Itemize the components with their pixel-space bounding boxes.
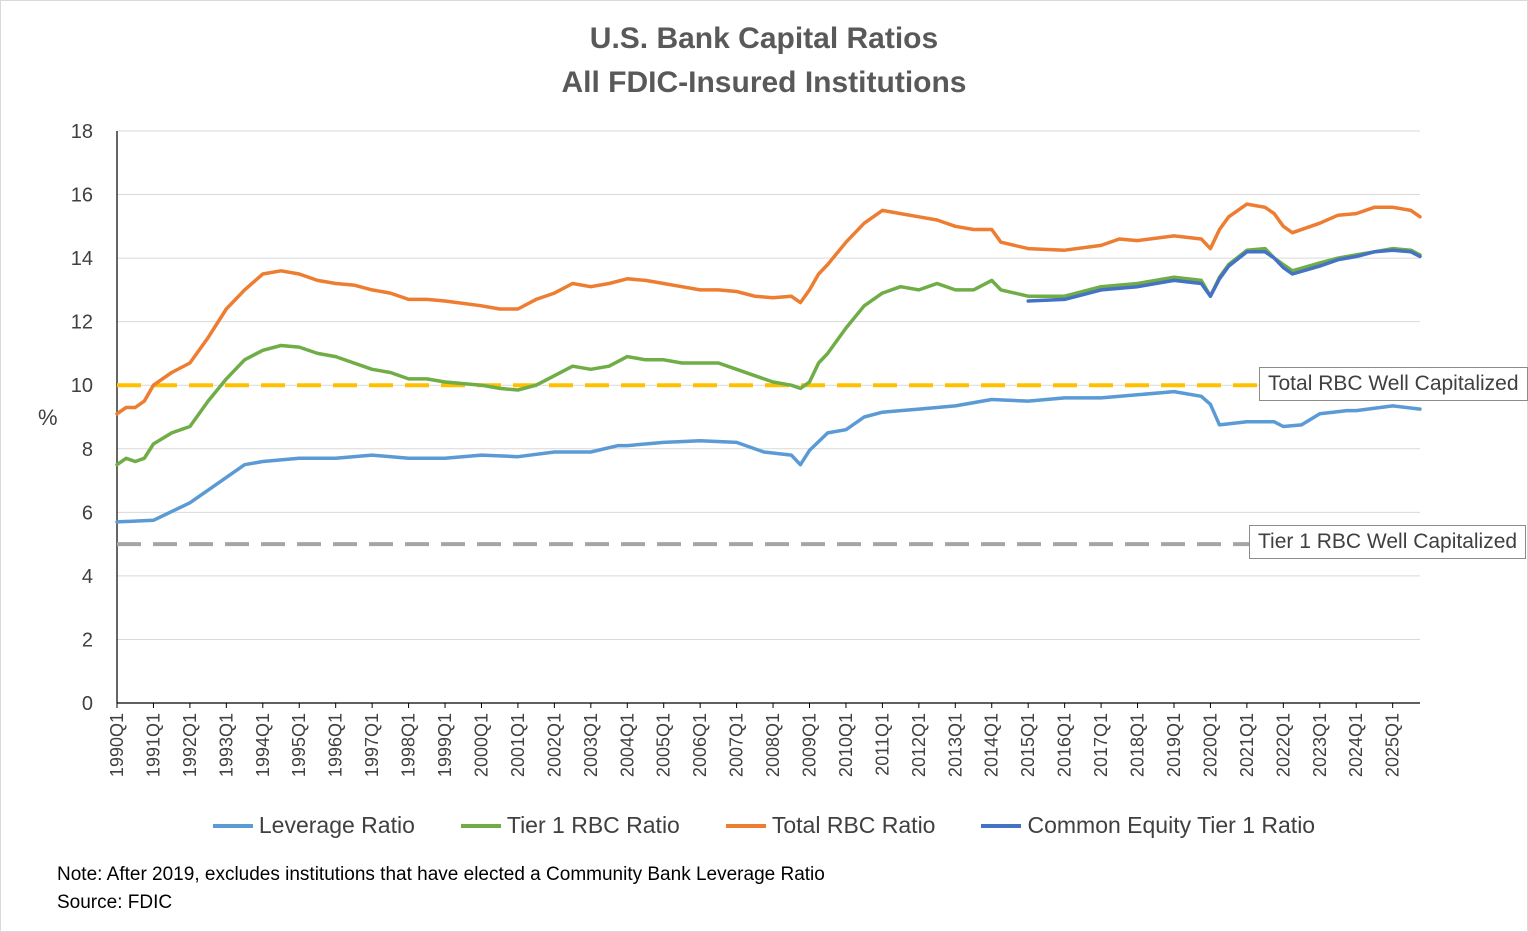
ref-label-tier1-rbc: Tier 1 RBC Well Capitalized [1249,525,1527,559]
x-tick-label: 2018Q1 [1128,713,1148,777]
x-tick-label: 2024Q1 [1346,713,1366,777]
legend-item-leverage: Leverage Ratio [212,812,415,839]
legend-swatch-cet1 [981,823,1022,828]
x-tick-label: 2021Q1 [1237,713,1257,777]
x-tick-label: 2013Q1 [945,713,965,777]
x-tick-label: 1994Q1 [253,713,273,777]
legend-label-cet1: Common Equity Tier 1 Ratio [1027,812,1316,838]
x-tick-label: 2000Q1 [471,713,491,777]
x-tick-label: 1997Q1 [362,713,382,777]
x-tick-label: 1995Q1 [289,713,309,777]
y-tick-label: 0 [82,693,93,715]
legend-item-tier1: Tier 1 RBC Ratio [460,812,680,839]
y-tick-label: 14 [71,248,93,270]
chart-title-line1: U.S. Bank Capital Ratios [589,22,939,55]
series-line [115,202,1422,416]
series-line [1026,248,1422,303]
y-tick-label: 4 [82,566,93,588]
chart-note: Note: After 2019, excludes institutions … [57,864,825,885]
x-tick-label: 2023Q1 [1310,713,1330,777]
x-tick-label: 2011Q1 [872,713,892,776]
x-tick-label: 2005Q1 [654,713,674,777]
x-tick-label: 2019Q1 [1164,713,1184,777]
legend-item-total-rbc: Total RBC Ratio [725,812,936,839]
chart-source: Source: FDIC [57,892,173,913]
y-tick-label: 16 [71,185,93,207]
legend-label-leverage: Leverage Ratio [258,812,415,838]
x-tick-label: 2007Q1 [727,713,747,777]
chart-legend: Leverage Ratio Tier 1 RBC Ratio Total RB… [0,812,1528,839]
y-tick-label: 6 [82,502,93,524]
x-tick-label: 2006Q1 [690,713,710,777]
x-tick-label: 1998Q1 [399,713,419,777]
x-tick-label: 2009Q1 [800,713,820,777]
x-tick-label: 2008Q1 [763,713,783,777]
y-tick-label: 10 [71,375,93,397]
x-tick-label: 2017Q1 [1091,713,1111,777]
y-axis-label: % [38,405,58,430]
x-tick-label: 2002Q1 [544,713,564,777]
x-tick-label: 2016Q1 [1055,713,1075,777]
x-tick-label: 2014Q1 [982,713,1002,777]
x-tick-label: 1999Q1 [435,713,455,777]
legend-label-total-rbc: Total RBC Ratio [771,812,936,838]
y-tick-label: 2 [82,629,93,651]
x-tick-label: 1992Q1 [180,713,200,777]
y-tick-label: 8 [82,439,93,461]
legend-swatch-leverage [212,823,253,828]
legend-swatch-tier1 [460,823,501,828]
y-tick-label: 18 [71,121,93,143]
series-line [115,389,1422,524]
x-tick-label: 2003Q1 [581,713,601,777]
x-tick-label: 2022Q1 [1273,713,1293,777]
x-tick-label: 2015Q1 [1018,713,1038,777]
ref-label-total-rbc: Total RBC Well Capitalized [1259,367,1528,401]
x-tick-label: 1996Q1 [326,713,346,777]
legend-item-cet1: Common Equity Tier 1 Ratio [981,812,1315,839]
x-tick-label: 2020Q1 [1200,713,1220,777]
x-tick-label: 1990Q1 [107,713,127,777]
x-tick-label: 2025Q1 [1383,713,1403,777]
legend-label-tier1: Tier 1 RBC Ratio [506,812,680,838]
chart-title-line2: All FDIC-Insured Institutions [561,66,967,99]
x-tick-label: 2004Q1 [617,713,637,777]
series-line [115,246,1422,467]
x-tick-label: 2010Q1 [836,713,856,777]
x-tick-label: 1991Q1 [143,713,163,777]
x-tick-label: 2001Q1 [508,713,528,777]
x-tick-label: 2012Q1 [909,713,929,777]
y-tick-label: 12 [71,312,93,334]
legend-swatch-total-rbc [725,823,766,828]
x-tick-label: 1993Q1 [216,713,236,777]
